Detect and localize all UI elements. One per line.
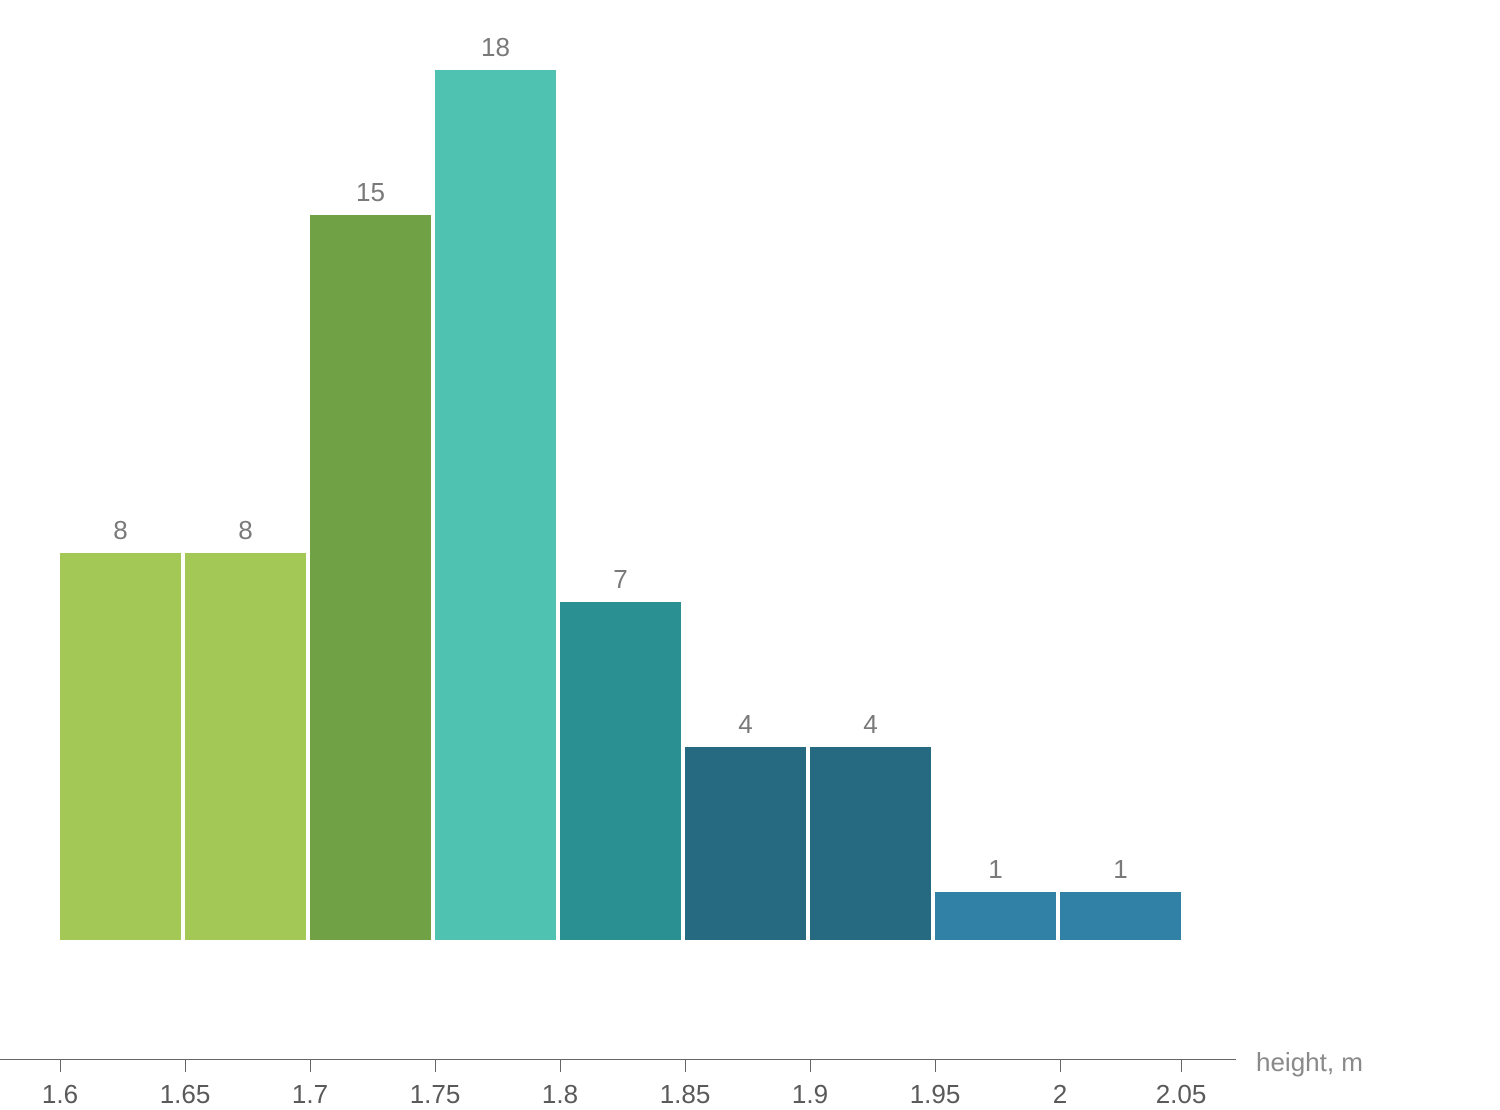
x-axis: 1.61.651.71.751.81.851.91.9522.05 [0, 1059, 1236, 1060]
x-axis-tick-label: 1.95 [910, 1079, 961, 1110]
x-axis-tick [60, 1059, 61, 1072]
histogram-bar: 1 [1060, 892, 1181, 940]
histogram-bar: 8 [185, 553, 306, 940]
x-axis-tick [435, 1059, 436, 1072]
x-axis-tick [310, 1059, 311, 1072]
bar-value-label: 18 [435, 32, 556, 63]
bar-value-label: 1 [1060, 854, 1181, 885]
plot-area: 88151874411 [60, 30, 1185, 940]
histogram-bar: 4 [810, 747, 931, 940]
x-axis-tick [1060, 1059, 1061, 1072]
bar-value-label: 8 [60, 515, 181, 546]
x-axis-tick-label: 2.05 [1156, 1079, 1207, 1110]
x-axis-tick [1181, 1059, 1182, 1072]
x-axis-tick [935, 1059, 936, 1072]
bar-value-label: 7 [560, 564, 681, 595]
histogram-chart: 88151874411 1.61.651.71.751.81.851.91.95… [60, 30, 1440, 1030]
x-axis-tick [185, 1059, 186, 1072]
x-axis-tick [685, 1059, 686, 1072]
bar-value-label: 15 [310, 177, 431, 208]
x-axis-tick-label: 1.65 [160, 1079, 211, 1110]
histogram-bar: 7 [560, 602, 681, 940]
x-axis-tick-label: 1.9 [792, 1079, 828, 1110]
histogram-bar: 8 [60, 553, 181, 940]
bar-value-label: 1 [935, 854, 1056, 885]
bar-value-label: 4 [685, 709, 806, 740]
x-axis-tick-label: 1.85 [660, 1079, 711, 1110]
histogram-bar: 4 [685, 747, 806, 940]
x-axis-tick [810, 1059, 811, 1072]
histogram-bar: 1 [935, 892, 1056, 940]
bar-value-label: 8 [185, 515, 306, 546]
x-axis-tick-label: 2 [1053, 1079, 1067, 1110]
x-axis-title: height, m [1256, 1047, 1363, 1078]
bar-value-label: 4 [810, 709, 931, 740]
x-axis-tick-label: 1.8 [542, 1079, 578, 1110]
x-axis-tick [560, 1059, 561, 1072]
x-axis-tick-label: 1.75 [410, 1079, 461, 1110]
histogram-bar: 15 [310, 215, 431, 940]
x-axis-tick-label: 1.6 [42, 1079, 78, 1110]
x-axis-tick-label: 1.7 [292, 1079, 328, 1110]
histogram-bar: 18 [435, 70, 556, 940]
